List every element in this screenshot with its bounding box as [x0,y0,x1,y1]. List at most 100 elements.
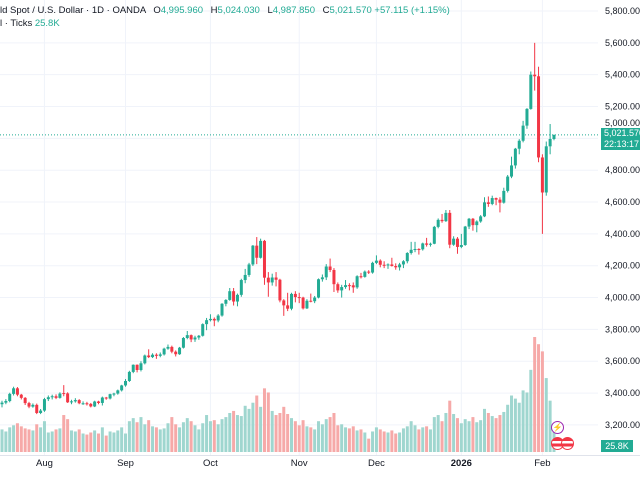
volume-bar [336,425,340,452]
volume-bar [363,432,367,452]
candle-body [228,291,232,300]
candle-body [116,390,120,394]
candle-body [309,300,313,302]
x-tick-label: Dec [368,458,385,469]
volume-bar [50,431,54,452]
candle-body [332,270,336,285]
volume-bar [479,420,483,452]
candle-body [328,266,332,271]
candle-body [398,264,402,268]
candle-body [544,146,548,193]
volume-bar [328,417,332,452]
us-flag-event-icon[interactable] [561,437,574,450]
candle-body [436,219,440,227]
volume-bar [251,402,255,452]
volume-bar [401,428,405,452]
legend-symbol-row: ld Spot / U.S. Dollar · 1D · OANDA O4,99… [0,4,450,17]
candle-body [371,262,375,273]
candle-body [197,335,201,338]
volume-bar [131,418,135,452]
volume-bar [436,415,440,452]
candle-body [42,399,46,411]
x-tick-label: Feb [534,458,550,469]
volume-bar [359,429,363,452]
candle-body [89,403,93,407]
candle-body [46,397,50,400]
symbol-title[interactable]: ld Spot / U.S. Dollar · 1D · OANDA [0,5,146,16]
volume-bar [317,421,321,452]
lightning-event-icon[interactable]: ⚡ [551,421,564,434]
volume-bar [23,428,27,452]
chart-legend: ld Spot / U.S. Dollar · 1D · OANDA O4,99… [0,4,450,30]
x-tick-label: Nov [291,458,308,469]
volume-bar [340,424,344,452]
candle-body [69,401,73,403]
candle-body [340,287,344,291]
y-tick-label: 3,400.000 [605,388,640,398]
volume-bar [293,421,297,452]
volume-bar [525,392,529,452]
candle-body [54,396,58,398]
volume-bar [112,432,116,452]
candle-body [151,354,155,358]
candle-body [378,260,382,265]
candle-body [440,219,444,222]
volume-bar [382,431,386,452]
volume-bar [510,395,514,452]
volume-bar [178,427,182,452]
candle-body [81,403,85,405]
candle-body [506,176,510,191]
volume-bar [205,415,209,452]
volume-bar [181,422,185,452]
candle-body [513,148,517,166]
volume-bar [77,429,81,452]
candle-body [293,293,297,298]
volume-bar [4,431,8,452]
close-label: C [322,5,330,16]
y-tick-label: 5,800.000 [605,6,640,16]
candle-body [317,279,321,298]
volume-bar [444,412,448,452]
volume-bar [448,400,452,452]
open-label: O [153,5,161,16]
volume-bar [278,412,282,452]
candle-body [247,264,251,275]
candle-body [452,238,456,245]
candle-body [355,276,359,288]
volume-title[interactable]: l · Ticks [0,18,33,29]
candle-body [135,364,139,370]
volume-bar [286,414,290,452]
volume-bar [259,406,263,452]
candle-body [259,240,263,258]
volume-bar [459,423,463,452]
candle-body [552,134,556,140]
volume-bar [243,405,247,452]
candle-body [158,354,162,356]
volume-bar [27,429,31,452]
volume-bar [100,427,104,452]
volume-bar [135,422,139,452]
volume-bar [475,422,479,452]
volume-bar [239,416,243,452]
x-tick-label: Oct [203,458,218,469]
candle-body [344,285,348,288]
volume-bar [371,431,375,452]
volume-bar [162,428,166,452]
candle-body [432,226,436,244]
candle-body [124,380,128,386]
volume-bar [548,400,552,452]
volume-bar [73,431,77,452]
y-tick-label: 5,400.000 [605,70,640,80]
volume-bar [39,427,43,452]
candle-body [31,404,35,407]
volume-bar [97,433,100,452]
candle-body [274,277,278,280]
volume-bar [374,427,378,452]
volume-bar [127,421,131,452]
candle-body [147,355,151,358]
low-label: L [267,5,273,16]
candle-body [73,400,77,402]
volume-bar [324,419,328,452]
candle-body [413,249,417,251]
